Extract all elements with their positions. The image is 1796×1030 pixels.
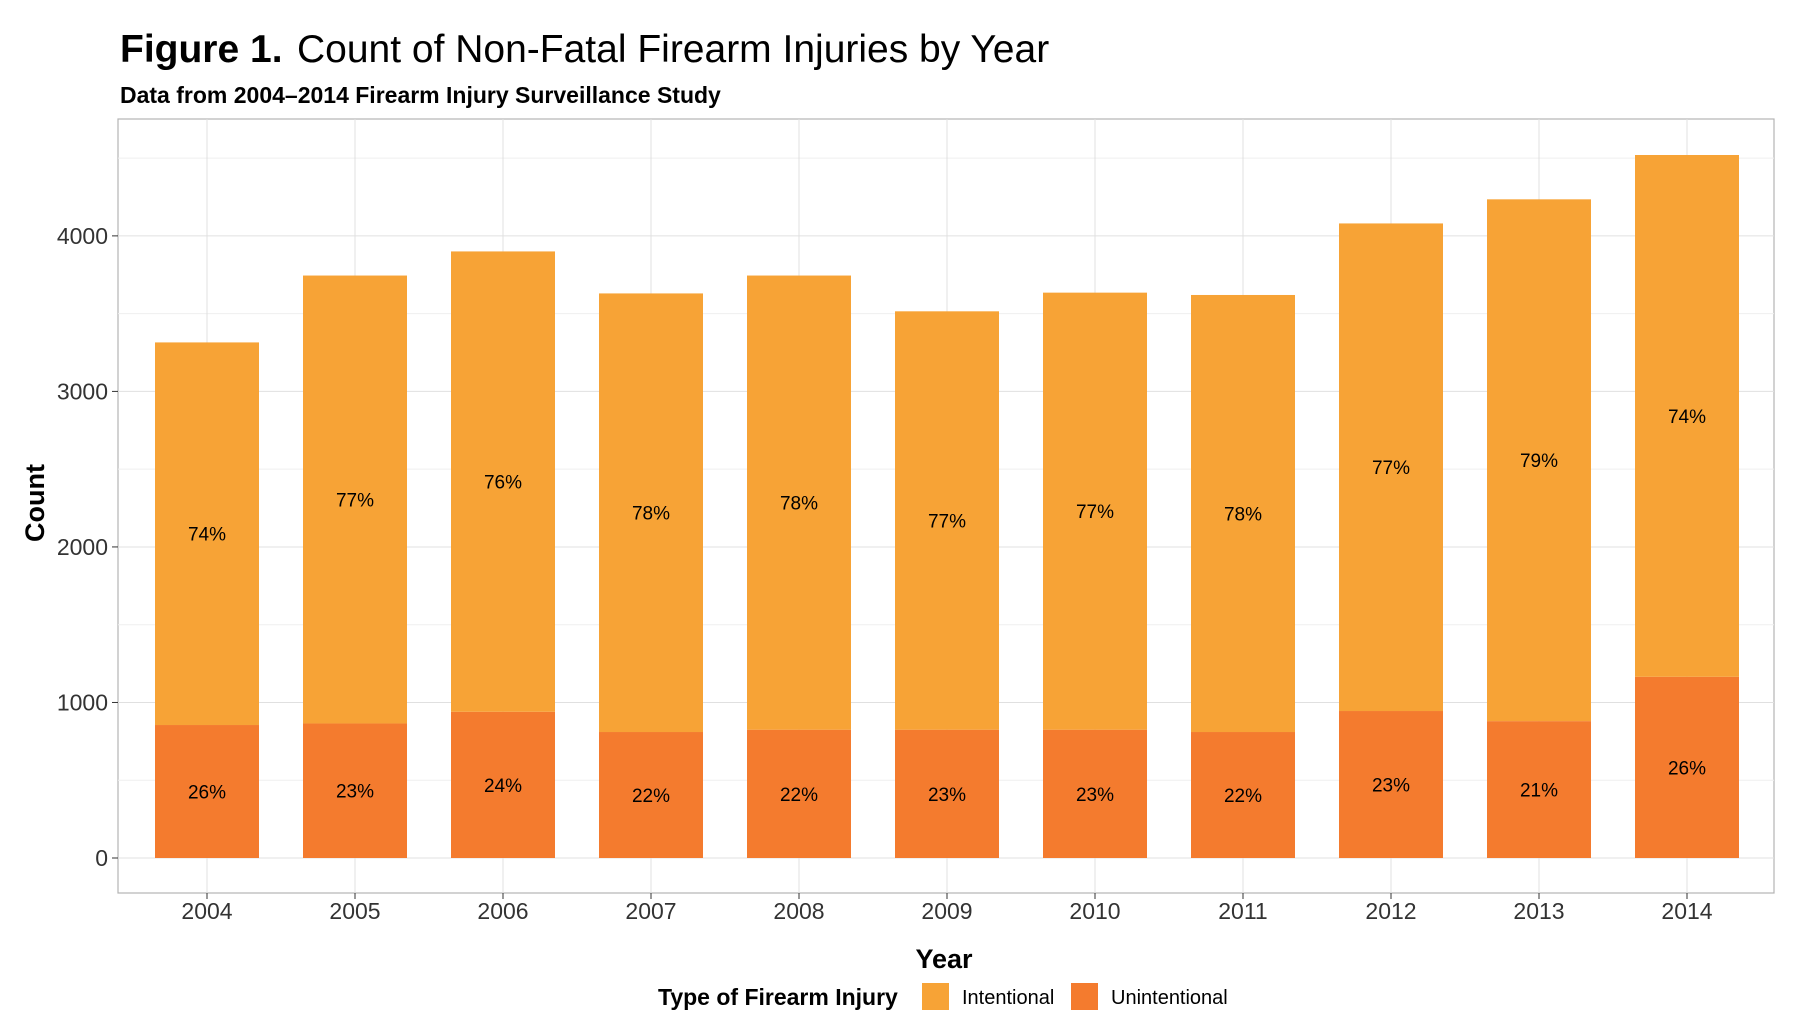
bar-labels: 26% 74% 23% 77% 24% 76% 22% 78% 22% 78% 23% 77% 23% 7…	[188, 407, 1706, 807]
bar-unintentional-2011	[1191, 732, 1295, 858]
y-tick-label: 1000	[57, 689, 108, 715]
bar-label-intentional-2010: 77%	[1076, 502, 1114, 523]
bar-intentional-2014	[1635, 155, 1739, 677]
y-tick-label: 2000	[57, 534, 108, 560]
legend: Type of Firearm Injury Intentional Unint…	[658, 983, 1228, 1010]
y-axis-title: Count	[20, 464, 50, 542]
bar-label-unintentional-2009: 23%	[928, 785, 966, 806]
bar-label-intentional-2008: 78%	[780, 494, 818, 515]
bar-label-intentional-2014: 74%	[1668, 407, 1706, 428]
x-axis-title: Year	[915, 944, 973, 974]
chart-subtitle: Data from 2004–2014 Firearm Injury Surve…	[120, 82, 721, 108]
x-axis-ticks: 2004 2005 2006 2007 2008 2009 2010 2011 2012 2013…	[181, 893, 1713, 924]
chart-title: Figure 1. Count of Non-Fatal Firearm Inj…	[120, 28, 1049, 71]
legend-label-intentional: Intentional	[962, 987, 1054, 1009]
bar-label-intentional-2012: 77%	[1372, 458, 1410, 479]
bar-label-intentional-2005: 77%	[336, 491, 374, 512]
bar-label-unintentional-2014: 26%	[1668, 758, 1706, 779]
x-tick-label-2009: 2009	[921, 898, 972, 924]
bar-unintentional-2008	[747, 729, 851, 858]
bar-label-unintentional-2004: 26%	[188, 783, 226, 804]
bar-unintentional-2004	[155, 725, 259, 858]
bar-label-unintentional-2005: 23%	[336, 782, 374, 803]
bar-label-unintentional-2012: 23%	[1372, 776, 1410, 797]
bar-label-unintentional-2011: 22%	[1224, 786, 1262, 807]
y-tick-label: 0	[95, 845, 108, 871]
x-tick-label-2004: 2004	[181, 898, 232, 924]
bar-label-unintentional-2007: 22%	[632, 786, 670, 807]
bar-unintentional-2005	[303, 723, 407, 858]
bar-label-unintentional-2008: 22%	[780, 785, 818, 806]
bar-intentional-2005	[303, 275, 407, 724]
y-tick-label: 3000	[57, 378, 108, 404]
chart-title-bold: Figure 1.	[120, 28, 283, 71]
x-tick-label-2007: 2007	[625, 898, 676, 924]
bar-intentional-2010	[1043, 292, 1147, 730]
bar-label-intentional-2004: 74%	[188, 525, 226, 546]
x-tick-label-2014: 2014	[1661, 898, 1712, 924]
x-tick-label-2012: 2012	[1365, 898, 1416, 924]
bar-label-unintentional-2010: 23%	[1076, 785, 1114, 806]
y-axis-ticks: 0 1000 2000 3000 4000	[57, 223, 118, 871]
y-tick-label: 4000	[57, 223, 108, 249]
bar-unintentional-2009	[895, 729, 999, 858]
bar-intentional-2013	[1487, 199, 1591, 722]
legend-swatch-unintentional	[1071, 983, 1098, 1010]
x-tick-label-2010: 2010	[1069, 898, 1120, 924]
x-tick-label-2008: 2008	[773, 898, 824, 924]
legend-title: Type of Firearm Injury	[658, 984, 898, 1010]
chart-title-rest: Count of Non-Fatal Firearm Injuries by Y…	[297, 28, 1049, 71]
bar-intentional-2004	[155, 342, 259, 726]
bar-intentional-2011	[1191, 294, 1295, 733]
bar-label-intentional-2011: 78%	[1224, 504, 1262, 525]
bar-label-unintentional-2006: 24%	[484, 776, 522, 797]
bar-unintentional-2006	[451, 711, 555, 858]
bars	[155, 155, 1739, 858]
x-tick-label-2006: 2006	[477, 898, 528, 924]
bar-intentional-2009	[895, 311, 999, 730]
bar-intentional-2007	[599, 293, 703, 733]
bar-unintentional-2014	[1635, 676, 1739, 858]
bar-unintentional-2010	[1043, 729, 1147, 858]
legend-swatch-intentional	[922, 983, 949, 1010]
bar-intentional-2012	[1339, 223, 1443, 712]
bar-intentional-2008	[747, 275, 851, 730]
bar-label-unintentional-2013: 21%	[1520, 781, 1558, 802]
bar-label-intentional-2009: 77%	[928, 511, 966, 532]
bar-label-intentional-2013: 79%	[1520, 451, 1558, 472]
bar-label-intentional-2006: 76%	[484, 473, 522, 494]
x-tick-label-2005: 2005	[329, 898, 380, 924]
bar-unintentional-2013	[1487, 721, 1591, 858]
legend-label-unintentional: Unintentional	[1111, 987, 1228, 1009]
bar-label-intentional-2007: 78%	[632, 504, 670, 525]
bar-unintentional-2012	[1339, 711, 1443, 858]
x-tick-label-2013: 2013	[1513, 898, 1564, 924]
bar-unintentional-2007	[599, 732, 703, 858]
x-tick-label-2011: 2011	[1218, 898, 1267, 924]
bar-intentional-2006	[451, 251, 555, 712]
